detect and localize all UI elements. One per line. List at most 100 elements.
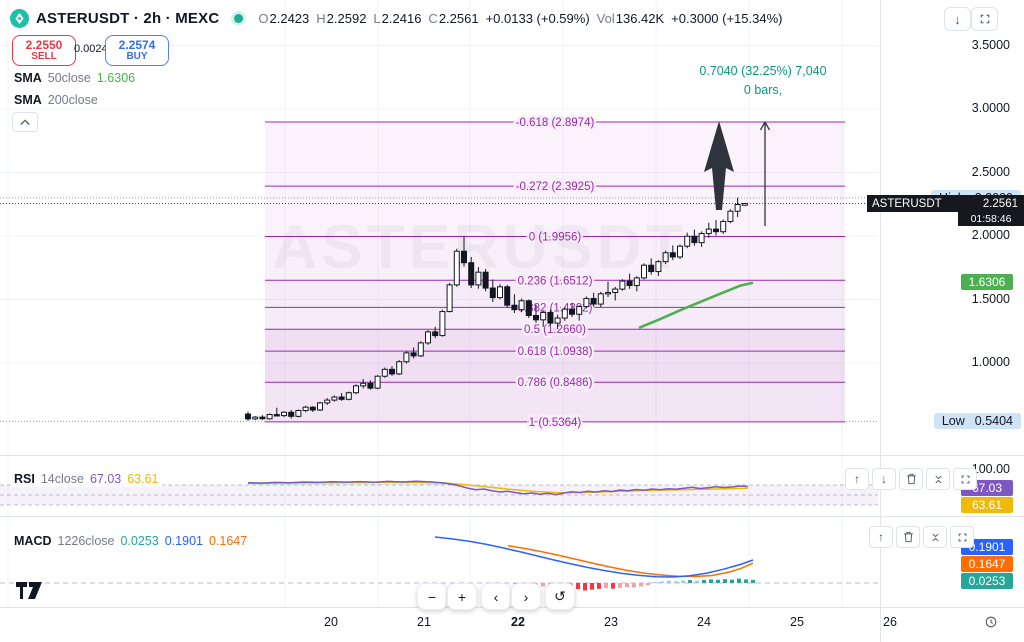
sell-label: SELL	[31, 50, 57, 62]
macd-move-up-button[interactable]: ↑	[869, 526, 893, 548]
measure-bars: 0 bars,	[743, 83, 783, 98]
clock-icon	[985, 616, 997, 628]
time-axis-label[interactable]: 23	[604, 615, 618, 629]
macd-line-value: 0.1901	[164, 534, 203, 548]
sma200-params: 200close	[47, 93, 98, 107]
vol-change: +0.3000 (+15.34%)	[671, 10, 783, 26]
vol-value: 136.42K	[615, 10, 665, 26]
macd-params: 1226close	[57, 534, 115, 548]
rsi-axis-top: 100.00	[971, 462, 1010, 476]
macd-collapse-button[interactable]	[923, 526, 947, 548]
trash-icon	[906, 473, 916, 485]
rsi-delete-button[interactable]	[899, 468, 923, 490]
reset-view-button[interactable]: ↺	[545, 583, 575, 610]
rsi-legend[interactable]: RSI 14close 67.03 63.61	[10, 471, 163, 487]
fullscreen-button[interactable]	[971, 7, 998, 31]
sma50-value: 1.6306	[96, 71, 136, 85]
price-axis-tick[interactable]: 1.0000	[971, 355, 1010, 369]
fullscreen-icon	[980, 14, 989, 24]
rsi-params: 14close	[40, 472, 84, 486]
change-value: +0.0133 (+0.59%)	[485, 10, 590, 26]
fib-level-label: 0 (1.9956)	[529, 232, 582, 244]
price-axis-tick[interactable]: 3.0000	[971, 101, 1010, 115]
macd-maximize-button[interactable]	[950, 526, 974, 548]
rsi-move-down-button[interactable]: ↓	[872, 468, 896, 490]
sma50-price-badge: 1.6306	[961, 274, 1013, 290]
time-axis-label[interactable]: 24	[697, 615, 711, 629]
zoom-in-button[interactable]: +	[447, 583, 477, 610]
time-axis-label[interactable]: 21	[417, 615, 431, 629]
tradingview-logo[interactable]	[16, 582, 45, 604]
rsi-name: RSI	[14, 472, 35, 486]
sma50-legend[interactable]: SMA 50close 1.6306	[10, 70, 140, 86]
rsi-maximize-button[interactable]	[953, 468, 977, 490]
rsi-move-up-button[interactable]: ↑	[845, 468, 869, 490]
aster-coin-icon	[10, 8, 29, 28]
download-button[interactable]: ↓	[944, 7, 971, 31]
zoom-out-button[interactable]: −	[417, 583, 447, 610]
buy-price: 2.2574	[118, 37, 156, 52]
time-axis-label[interactable]: 26	[883, 615, 897, 629]
buy-button[interactable]: 2.2574 BUY	[105, 35, 169, 66]
vol-label: Vol	[596, 10, 615, 26]
maximize-icon	[958, 533, 966, 541]
sma200-name: SMA	[14, 93, 42, 107]
rsi-ma-badge: 63.61	[961, 497, 1013, 513]
fib-level-label: -0.618 (2.8974)	[516, 117, 595, 129]
rsi-collapse-button[interactable]	[926, 468, 950, 490]
maximize-icon	[961, 475, 969, 483]
fib-level-label: 0.5 (1.2660)	[524, 324, 586, 336]
scroll-right-button[interactable]: ›	[511, 583, 541, 610]
macd-name: MACD	[14, 534, 52, 548]
price-axis-tick[interactable]: 3.5000	[971, 37, 1010, 52]
close-value: 2.2561	[438, 10, 479, 26]
low-badge-value: 0.5404	[974, 414, 1013, 428]
market-status-icon	[234, 13, 244, 23]
symbol-title[interactable]: ASTERUSDT · 2h · MEXC	[36, 9, 220, 27]
last-badge-symbol: ASTERUSDT	[872, 197, 942, 210]
macd-toolbar: ↑	[869, 526, 974, 548]
last-price-badge: ASTERUSDT 2.2561	[867, 195, 1024, 212]
sma50-params: 50close	[47, 71, 91, 85]
macd-hist-badge: 0.0253	[961, 573, 1013, 589]
rsi-toolbar: ↑ ↓	[845, 468, 977, 490]
price-axis-tick[interactable]: 2.5000	[971, 164, 1010, 179]
chart-header: ASTERUSDT · 2h · MEXC O2.2423 H2.2592 L2…	[10, 6, 782, 30]
scroll-left-button[interactable]: ‹	[481, 583, 511, 610]
time-axis-label[interactable]: 20	[324, 615, 338, 629]
macd-delete-button[interactable]	[896, 526, 920, 548]
fib-level-label: -0.272 (2.3925)	[516, 181, 595, 193]
price-axis-tick[interactable]: 1.5000	[971, 291, 1010, 306]
rsi-value: 67.03	[89, 472, 122, 486]
timezone-button[interactable]	[981, 613, 1001, 631]
bar-countdown: 01:58:46	[958, 212, 1024, 226]
sell-button[interactable]: 2.2550 SELL	[12, 35, 76, 66]
ohlc-values: O2.2423 H2.2592 L2.2416 C2.2561 +0.0133 …	[258, 11, 782, 26]
fib-level-label: 1 (0.5364)	[529, 417, 582, 429]
open-value: 2.2423	[269, 10, 310, 26]
fib-level-label: 0.236 (1.6512)	[518, 275, 593, 287]
macd-badge: 0.1901	[961, 539, 1013, 555]
time-axis-label[interactable]: 25	[790, 615, 804, 629]
sma200-legend[interactable]: SMA 200close	[10, 92, 102, 108]
price-axis-tick[interactable]: 2.0000	[971, 228, 1010, 242]
fib-level-label: 0.618 (1.0938)	[518, 346, 593, 358]
collapse-legend-button[interactable]	[12, 112, 38, 132]
buy-label: BUY	[126, 50, 148, 62]
low-label: L	[373, 10, 381, 26]
collapse-icon	[931, 533, 939, 541]
time-axis-label[interactable]: 22	[511, 615, 525, 629]
sma50-name: SMA	[14, 71, 42, 85]
sell-price: 2.2550	[25, 37, 63, 52]
macd-legend[interactable]: MACD 1226close 0.0253 0.1901 0.1647	[10, 533, 252, 549]
collapse-icon	[934, 475, 942, 483]
fib-level-label: 0.786 (0.8486)	[518, 377, 593, 389]
high-label: H	[316, 10, 326, 26]
macd-signal-badge: 0.1647	[961, 556, 1013, 572]
spread-value: 0.0024	[74, 43, 108, 55]
high-value: 2.2592	[326, 10, 367, 26]
low-value: 2.2416	[381, 10, 422, 26]
macd-signal-value: 0.1647	[208, 534, 248, 548]
measure-annotation: 0.7040 (32.25%) 7,040 0 bars,	[663, 62, 863, 101]
rsi-ma-value: 63.61	[127, 472, 159, 486]
